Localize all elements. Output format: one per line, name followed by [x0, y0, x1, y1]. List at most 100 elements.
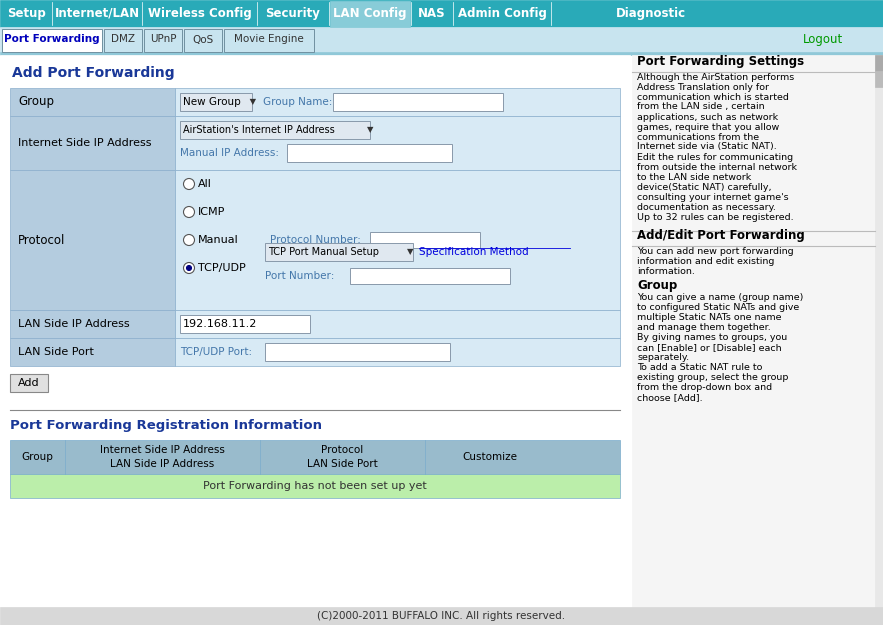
Bar	[175, 310, 620, 338]
Text: TCP/UDP: TCP/UDP	[198, 263, 245, 273]
Circle shape	[184, 179, 194, 189]
Text: Customize: Customize	[463, 452, 517, 462]
Text: Setup: Setup	[7, 7, 45, 20]
Text: Diagnostic: Diagnostic	[616, 7, 686, 20]
Text: All: All	[198, 179, 212, 189]
Bar	[10, 374, 48, 392]
Text: To add a Static NAT rule to: To add a Static NAT rule to	[637, 364, 762, 372]
Text: communications from the: communications from the	[637, 132, 759, 141]
Text: Movie Engine: Movie Engine	[234, 34, 304, 44]
Text: Protocol Number:: Protocol Number:	[270, 235, 361, 245]
Text: communication which is started: communication which is started	[637, 92, 789, 101]
Text: Group: Group	[18, 96, 54, 109]
Bar	[10, 338, 175, 366]
Text: Port Forwarding: Port Forwarding	[4, 34, 100, 44]
Text: Port Forwarding Registration Information: Port Forwarding Registration Information	[10, 419, 322, 431]
Text: choose [Add].: choose [Add].	[637, 394, 703, 402]
Bar	[265, 343, 450, 361]
Bar	[10, 474, 620, 498]
Text: multiple Static NATs one name: multiple Static NATs one name	[637, 314, 781, 322]
Bar	[180, 315, 310, 333]
Bar	[0, 607, 883, 625]
Bar	[10, 440, 620, 474]
Text: Wireless Config: Wireless Config	[147, 7, 252, 20]
Text: Protocol: Protocol	[321, 445, 364, 455]
Text: Internet/LAN: Internet/LAN	[55, 7, 140, 20]
Text: Port Forwarding has not been set up yet: Port Forwarding has not been set up yet	[203, 481, 426, 491]
Bar	[10, 88, 175, 116]
Bar	[175, 170, 620, 310]
Text: to the LAN side network: to the LAN side network	[637, 173, 751, 181]
Bar	[175, 88, 620, 116]
Text: ▼: ▼	[247, 98, 256, 106]
Text: Group: Group	[21, 452, 54, 462]
Text: AirStation's Internet IP Address: AirStation's Internet IP Address	[183, 125, 335, 135]
Text: to configured Static NATs and give: to configured Static NATs and give	[637, 304, 799, 312]
Text: LAN Side IP Address: LAN Side IP Address	[110, 459, 215, 469]
Text: By giving names to groups, you: By giving names to groups, you	[637, 334, 788, 342]
Text: Manual IP Address:: Manual IP Address:	[180, 148, 279, 158]
Text: Address Translation only for: Address Translation only for	[637, 82, 769, 91]
Bar	[0, 27, 883, 52]
Bar	[875, 71, 883, 87]
Bar	[0, 55, 630, 607]
Bar	[632, 55, 875, 607]
Text: can [Enable] or [Disable] each: can [Enable] or [Disable] each	[637, 344, 781, 352]
Text: Add/Edit Port Forwarding: Add/Edit Port Forwarding	[637, 229, 804, 242]
Text: separately.: separately.	[637, 354, 689, 362]
Bar	[10, 170, 175, 310]
Bar	[265, 243, 413, 261]
Bar	[180, 93, 252, 111]
Text: and manage them together.: and manage them together.	[637, 324, 771, 332]
Text: Protocol: Protocol	[18, 234, 65, 246]
Bar	[370, 232, 480, 248]
Circle shape	[184, 234, 194, 246]
Circle shape	[184, 262, 194, 274]
Text: from the drop-down box and: from the drop-down box and	[637, 384, 772, 392]
Text: Group: Group	[637, 279, 677, 292]
Text: DMZ: DMZ	[111, 34, 135, 44]
Text: applications, such as network: applications, such as network	[637, 112, 778, 121]
Text: games, require that you allow: games, require that you allow	[637, 122, 780, 131]
Bar	[2, 29, 102, 52]
Text: Add: Add	[19, 378, 40, 388]
Circle shape	[186, 266, 192, 271]
Text: NAS: NAS	[419, 7, 446, 20]
Text: consulting your internet game's: consulting your internet game's	[637, 192, 789, 201]
Text: Internet Side IP Address: Internet Side IP Address	[18, 138, 152, 148]
Text: Add Port Forwarding: Add Port Forwarding	[12, 66, 175, 80]
Bar	[875, 55, 883, 71]
Text: device(Static NAT) carefully,: device(Static NAT) carefully,	[637, 182, 772, 191]
Bar	[10, 116, 175, 170]
Text: ▼: ▼	[367, 126, 374, 134]
Text: documentation as necessary.: documentation as necessary.	[637, 202, 776, 211]
Bar	[0, 52, 883, 55]
Text: You can give a name (group name): You can give a name (group name)	[637, 294, 804, 302]
Text: TCP/UDP Port:: TCP/UDP Port:	[180, 347, 253, 357]
Text: LAN Side Port: LAN Side Port	[307, 459, 378, 469]
Bar	[184, 29, 222, 52]
Text: Admin Config: Admin Config	[457, 7, 547, 20]
Bar	[287, 144, 452, 162]
Text: ICMP: ICMP	[198, 207, 225, 217]
Bar	[350, 268, 510, 284]
Text: LAN Config: LAN Config	[333, 7, 407, 20]
Text: Internet side via (Static NAT).: Internet side via (Static NAT).	[637, 142, 777, 151]
Text: TCP Port Manual Setup: TCP Port Manual Setup	[268, 247, 379, 257]
Bar	[180, 121, 370, 139]
Text: Specification Method: Specification Method	[419, 247, 529, 257]
Text: Although the AirStation performs: Although the AirStation performs	[637, 72, 794, 81]
Text: Internet Side IP Address: Internet Side IP Address	[100, 445, 225, 455]
Bar	[224, 29, 314, 52]
Text: Logout: Logout	[803, 33, 843, 46]
Circle shape	[184, 206, 194, 217]
Text: information and edit existing: information and edit existing	[637, 256, 774, 266]
Bar	[875, 55, 883, 607]
Text: information.: information.	[637, 266, 695, 276]
Text: LAN Side IP Address: LAN Side IP Address	[18, 319, 130, 329]
Text: ▼: ▼	[407, 248, 413, 256]
Text: QoS: QoS	[192, 34, 214, 44]
Bar	[330, 1, 410, 27]
Text: Port Forwarding Settings: Port Forwarding Settings	[637, 56, 804, 69]
Text: from outside the internal network: from outside the internal network	[637, 162, 797, 171]
